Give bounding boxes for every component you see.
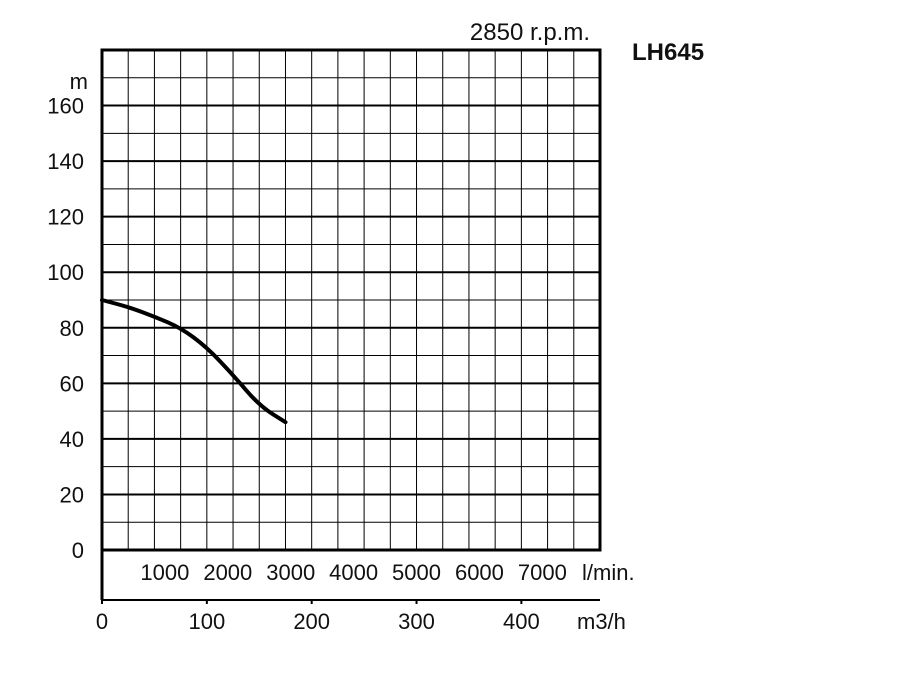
y-tick-label: 60	[60, 371, 84, 396]
grid	[102, 50, 600, 550]
y-tick-label: 40	[60, 427, 84, 452]
y-axis-label: m	[70, 69, 88, 94]
x-tick-label-m3h: 400	[503, 609, 540, 634]
y-tick-label: 120	[47, 205, 84, 230]
series-layer	[100, 298, 288, 425]
x-tick-label-lmin: 7000	[518, 560, 567, 585]
y-tick-label: 80	[60, 316, 84, 341]
x-tick-label-lmin: 1000	[140, 560, 189, 585]
x-tick-label-lmin: 3000	[266, 560, 315, 585]
y-tick-label: 140	[47, 149, 84, 174]
x-tick-label-lmin: 4000	[329, 560, 378, 585]
y-tick-label: 100	[47, 260, 84, 285]
performance-curve	[100, 298, 288, 425]
x-axis-unit-m3h: m3/h	[577, 609, 626, 634]
y-tick-label: 0	[72, 538, 84, 563]
speed-label: 2850 r.p.m.	[470, 19, 590, 46]
model-title: LH645	[632, 39, 704, 66]
tick-labels: 0 20 40 60 80 100 120 140 160 0 100 200 300 400 1000 20…	[47, 94, 567, 634]
x-axis-unit-lmin: l/min.	[582, 560, 635, 585]
x-tick-label-lmin: 5000	[392, 560, 441, 585]
axes	[100, 550, 600, 604]
x-tick-label-m3h: 300	[398, 609, 435, 634]
x-tick-label-lmin: 6000	[455, 560, 504, 585]
y-tick-label: 160	[47, 94, 84, 119]
x-tick-label-m3h: 100	[188, 609, 225, 634]
y-tick-label: 20	[60, 482, 84, 507]
x-tick-label-lmin: 2000	[203, 560, 252, 585]
x-tick-label-m3h: 200	[293, 609, 330, 634]
x-tick-label-m3h: 0	[96, 609, 108, 634]
